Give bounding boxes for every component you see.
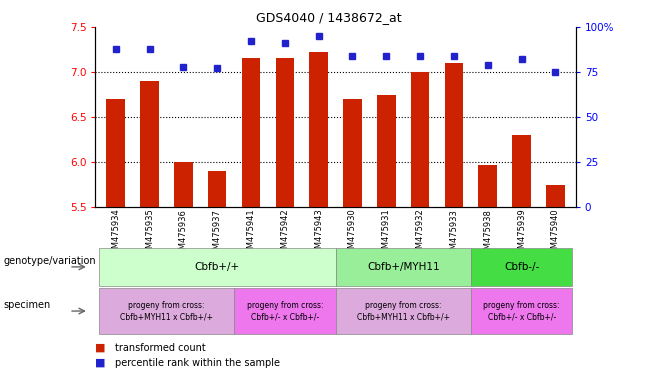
Bar (546, 185, 565, 207)
Text: Cbfb-/-: Cbfb-/- (504, 262, 540, 272)
Bar (174, 162, 193, 207)
Text: Cbfb+/+: Cbfb+/+ (195, 262, 240, 272)
Text: ■: ■ (95, 343, 106, 353)
Bar (513, 135, 531, 207)
Bar (445, 63, 463, 207)
Bar (309, 52, 328, 207)
Text: transformed count: transformed count (115, 343, 206, 353)
Bar (343, 99, 362, 207)
Text: genotype/variation: genotype/variation (3, 256, 96, 266)
Text: specimen: specimen (3, 300, 51, 310)
Text: progeny from cross:
Cbfb+/- x Cbfb+/-: progeny from cross: Cbfb+/- x Cbfb+/- (247, 301, 323, 321)
Bar (241, 58, 261, 207)
Bar (276, 58, 294, 207)
Text: progeny from cross:
Cbfb+MYH11 x Cbfb+/+: progeny from cross: Cbfb+MYH11 x Cbfb+/+ (120, 301, 213, 321)
Text: Cbfb+/MYH11: Cbfb+/MYH11 (367, 262, 440, 272)
Text: GDS4040 / 1438672_at: GDS4040 / 1438672_at (256, 12, 402, 25)
Bar (208, 171, 226, 207)
Text: percentile rank within the sample: percentile rank within the sample (115, 358, 280, 368)
Bar (377, 94, 395, 207)
Text: ■: ■ (95, 358, 106, 368)
Text: progeny from cross:
Cbfb+/- x Cbfb+/-: progeny from cross: Cbfb+/- x Cbfb+/- (484, 301, 560, 321)
Bar (107, 99, 125, 207)
Bar (140, 81, 159, 207)
Bar (478, 165, 497, 207)
Bar (411, 72, 430, 207)
Text: progeny from cross:
Cbfb+MYH11 x Cbfb+/+: progeny from cross: Cbfb+MYH11 x Cbfb+/+ (357, 301, 449, 321)
